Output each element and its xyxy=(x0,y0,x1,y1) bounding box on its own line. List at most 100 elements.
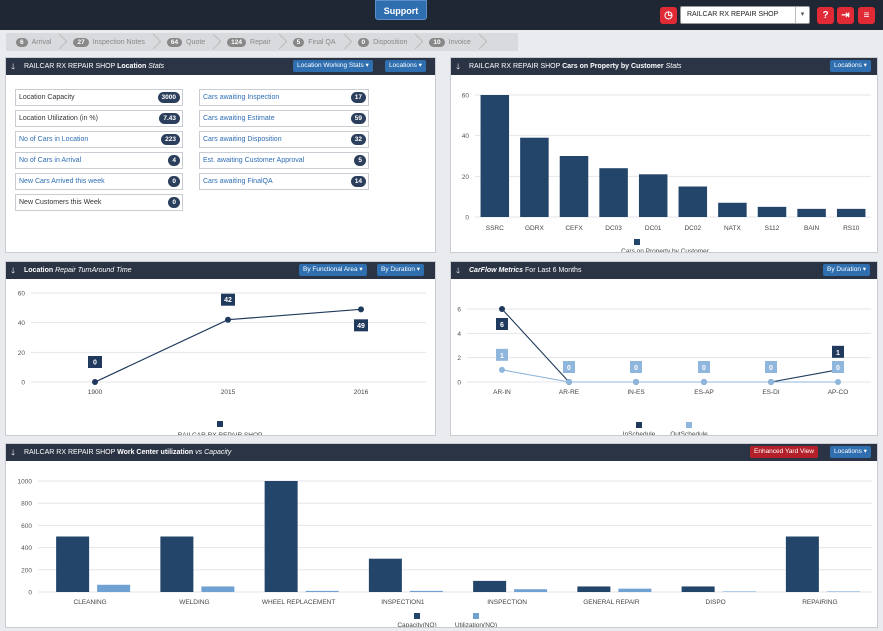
stat-label: New Customers this Week xyxy=(19,199,102,206)
bar xyxy=(480,95,510,217)
x-tick-label: NATX xyxy=(724,225,742,232)
duration-dropdown[interactable]: By Duration ▾ xyxy=(823,264,871,276)
legend-swatch xyxy=(636,422,642,428)
clock-icon[interactable]: ◷ xyxy=(660,7,677,24)
data-label-box xyxy=(563,361,575,373)
stat-row: Location Utilization (in %) 7.43 xyxy=(15,110,183,127)
data-label-box xyxy=(221,293,235,306)
shop-name: RAILCAR RX REPAIR SHOP xyxy=(469,63,561,70)
stat-value-badge: 4 xyxy=(168,155,180,166)
stat-label: Location Utilization (in %) xyxy=(19,115,98,122)
stat-row[interactable]: No of Cars in Arrival 4 xyxy=(15,152,183,169)
stat-value-badge: 14 xyxy=(350,176,366,187)
legend-label: RAILCAR RX REPAIR SHOP xyxy=(178,432,263,435)
bar xyxy=(681,586,715,592)
stat-value-badge: 5 xyxy=(354,155,366,166)
step-label: Disposition xyxy=(373,38,408,46)
stat-label: New Cars Arrived this week xyxy=(19,178,105,185)
stat-row[interactable]: Cars awaiting Estimate 59 xyxy=(199,110,369,127)
bar xyxy=(368,558,402,592)
bar xyxy=(305,590,339,592)
x-tick-label: REPAIRING xyxy=(802,599,837,606)
legend-label: OutSchedule xyxy=(670,431,708,435)
data-label: 6 xyxy=(500,322,504,329)
support-button[interactable]: Support xyxy=(375,0,427,20)
workflow-step[interactable]: 64 Quote xyxy=(157,33,217,51)
stat-row[interactable]: Cars awaiting FinalQA 14 xyxy=(199,173,369,190)
bar xyxy=(718,202,747,217)
workflow-step[interactable]: 27 Inspection Notes xyxy=(63,33,156,51)
stat-label: No of Cars in Location xyxy=(19,136,89,143)
step-count-badge: 64 xyxy=(166,37,183,47)
y-tick-label: 800 xyxy=(21,501,32,508)
collapse-arrow-icon[interactable]: 🡓 xyxy=(11,62,16,71)
location-working-stats-dropdown[interactable]: Location Working Stats ▾ xyxy=(293,60,373,72)
stat-value-badge: 7.43 xyxy=(159,113,180,124)
legend-label: Cars on Property by Customer xyxy=(621,248,710,252)
panel-title-rest: For Last 6 Months xyxy=(525,267,582,274)
data-point xyxy=(499,366,505,373)
x-tick-label: WELDING xyxy=(179,599,209,606)
stat-row: New Customers this Week 0 xyxy=(15,194,183,211)
duration-dropdown[interactable]: By Duration ▾ xyxy=(377,264,425,276)
shop-select[interactable]: RAILCAR RX REPAIR SHOP ▾ xyxy=(680,6,810,24)
stat-value-badge: 59 xyxy=(350,113,366,124)
locations-dropdown[interactable]: Locations ▾ xyxy=(385,60,426,72)
legend-swatch xyxy=(473,613,479,619)
logout-icon[interactable]: ⇥ xyxy=(837,7,854,24)
top-bar: Support ◷ RAILCAR RX REPAIR SHOP ▾ ? ⇥ ≡ xyxy=(0,0,883,30)
legend-swatch xyxy=(217,421,223,427)
shop-name: RAILCAR RX REPAIR SHOP xyxy=(24,63,116,70)
data-label-box xyxy=(496,348,508,361)
x-tick-label: 2015 xyxy=(221,389,236,396)
stat-row[interactable]: Cars awaiting Disposition 32 xyxy=(199,131,369,148)
locations-dropdown[interactable]: Locations ▾ xyxy=(830,60,871,72)
bar xyxy=(264,481,298,592)
collapse-arrow-icon[interactable]: 🡓 xyxy=(456,266,461,275)
x-tick-label: DC01 xyxy=(645,225,662,232)
bar xyxy=(785,536,819,592)
cars-by-customer-chart: 0 20 40 60 SSRC GDRX CEFX DC03 DC01 DC02 NATX S112 B… xyxy=(462,93,871,255)
turnaround-chart: 0 20 40 60 0 1900 42 2015 49 2016 RAILCAR RX REPAI… xyxy=(18,291,426,439)
workflow-step[interactable]: 124 Repair xyxy=(217,33,282,51)
y-tick-label: 200 xyxy=(21,567,32,574)
x-tick-label: DC03 xyxy=(605,225,622,232)
x-tick-label: GDRX xyxy=(525,225,544,232)
stat-value-badge: 0 xyxy=(168,176,180,187)
stat-label: No of Cars in Arrival xyxy=(19,157,82,164)
stat-row[interactable]: New Cars Arrived this week 0 xyxy=(15,173,183,190)
cars-by-customer-header: 🡓 RAILCAR RX REPAIR SHOP Cars on Property… xyxy=(451,58,877,75)
data-label-box xyxy=(832,345,844,358)
stat-row[interactable]: No of Cars in Location 223 xyxy=(15,131,183,148)
functional-area-dropdown[interactable]: By Functional Area ▾ xyxy=(299,264,367,276)
bar xyxy=(514,589,548,592)
stat-label: Est. awaiting Customer Approval xyxy=(203,157,305,164)
stat-row[interactable]: Cars awaiting Inspection 17 xyxy=(199,89,369,106)
panel-title-bold: Cars on Property by Customer xyxy=(562,63,664,70)
bar xyxy=(520,137,549,217)
collapse-arrow-icon[interactable]: 🡓 xyxy=(11,266,16,275)
x-tick-label: CEFX xyxy=(565,225,583,232)
x-tick-label: INSPECTION xyxy=(487,599,527,606)
x-tick-label: ES-DI xyxy=(762,389,780,396)
menu-icon[interactable]: ≡ xyxy=(858,7,875,24)
workflow-step[interactable]: 5 Final QA xyxy=(283,33,348,51)
collapse-arrow-icon[interactable]: 🡓 xyxy=(456,62,461,71)
help-icon[interactable]: ? xyxy=(817,7,834,24)
data-label: 0 xyxy=(567,365,571,372)
location-stats-header: 🡓 RAILCAR RX REPAIR SHOP Location Stats L… xyxy=(6,58,435,75)
workflow-step[interactable]: 10 Invoice xyxy=(419,33,482,51)
locations-dropdown[interactable]: Locations ▾ xyxy=(830,446,871,458)
stat-row[interactable]: Est. awaiting Customer Approval 5 xyxy=(199,152,369,169)
x-tick-label: 2016 xyxy=(354,389,369,396)
workflow-step[interactable]: 0 Disposition xyxy=(348,33,420,51)
x-tick-label: WHEEL REPLACEMENT xyxy=(262,599,335,606)
legend-swatch xyxy=(414,613,420,619)
data-label: 0 xyxy=(702,365,706,372)
workflow-step[interactable]: 6 Arrival xyxy=(6,33,63,51)
data-label: 0 xyxy=(93,360,97,367)
collapse-arrow-icon[interactable]: 🡓 xyxy=(11,448,16,457)
enhanced-yard-view-button[interactable]: Enhanced Yard View xyxy=(750,446,818,458)
bar xyxy=(56,536,90,592)
series-line xyxy=(501,369,838,383)
